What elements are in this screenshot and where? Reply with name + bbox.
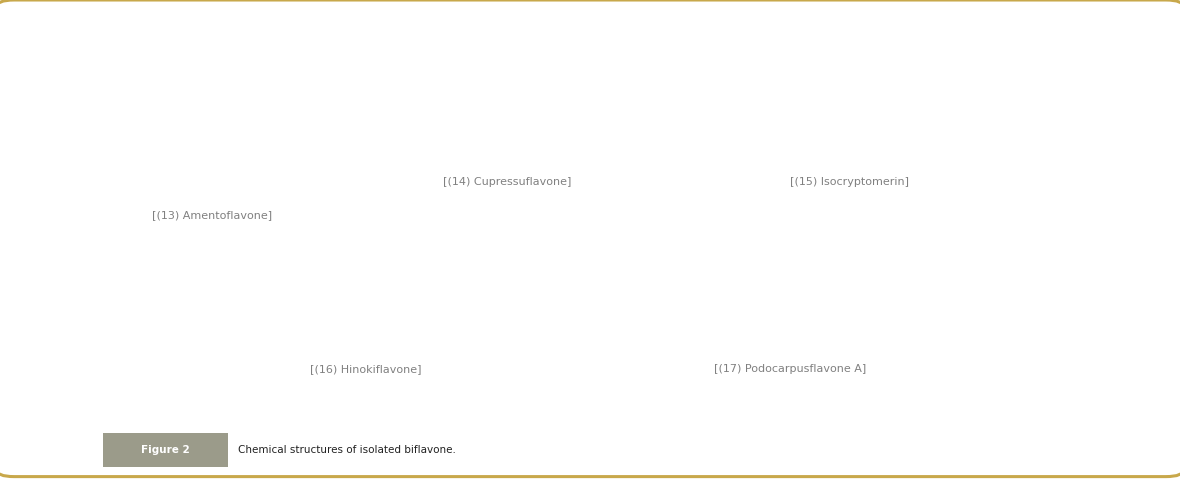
- Text: [(17) Podocarpusflavone A]: [(17) Podocarpusflavone A]: [714, 364, 867, 374]
- FancyBboxPatch shape: [103, 433, 228, 467]
- Text: [(13) Amentoflavone]: [(13) Amentoflavone]: [152, 211, 273, 220]
- Text: Chemical structures of isolated biflavone.: Chemical structures of isolated biflavon…: [238, 445, 457, 455]
- Text: [(14) Cupressuflavone]: [(14) Cupressuflavone]: [444, 177, 571, 187]
- Text: [(16) Hinokiflavone]: [(16) Hinokiflavone]: [310, 364, 421, 374]
- Text: [(15) Isocryptomerin]: [(15) Isocryptomerin]: [791, 177, 909, 187]
- Text: Figure 2: Figure 2: [140, 445, 190, 455]
